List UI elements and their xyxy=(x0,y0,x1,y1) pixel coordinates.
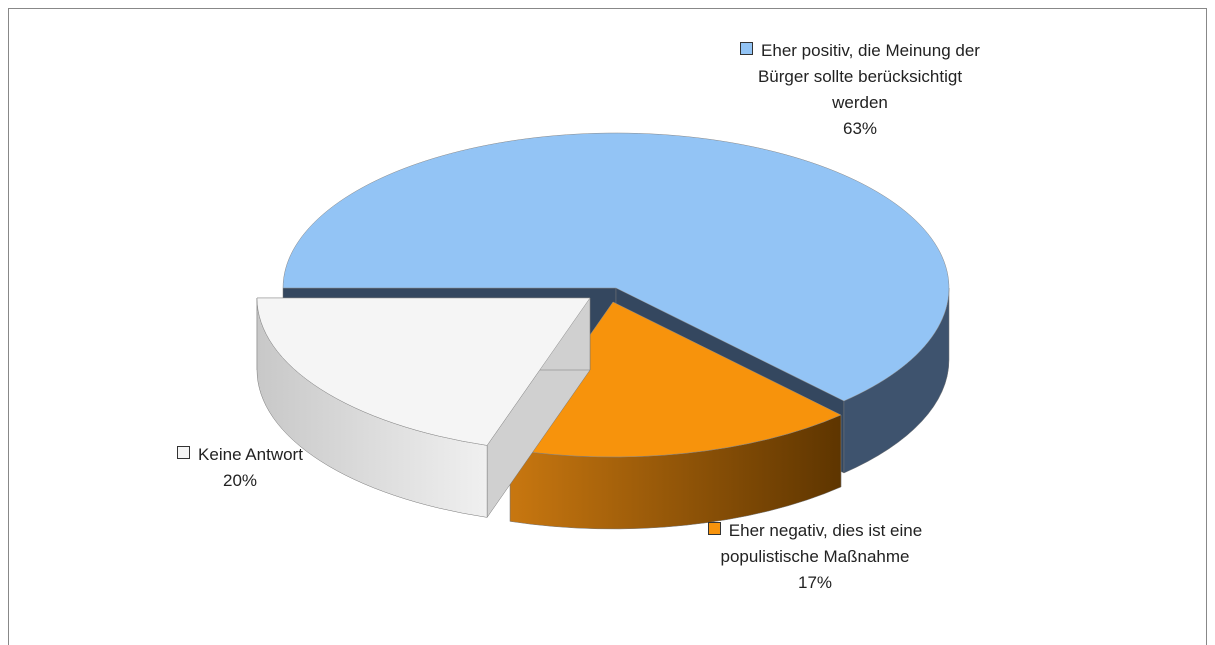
label-name: Eher positiv, die Meinung der Bürger sol… xyxy=(757,41,980,112)
label-value: 17% xyxy=(797,573,833,592)
data-label: Eher negativ, dies ist eine populistisch… xyxy=(690,518,940,596)
slice xyxy=(256,297,591,446)
legend-marker xyxy=(740,42,754,55)
frame xyxy=(8,8,1207,645)
label-value: 63% xyxy=(842,119,878,138)
data-label: Eher positiv, die Meinung der Bürger sol… xyxy=(740,38,980,142)
legend-marker xyxy=(707,522,721,535)
label-value: 20% xyxy=(222,471,258,490)
slice xyxy=(509,301,842,458)
label-name: Keine Antwort xyxy=(198,445,303,464)
data-label: Keine Antwort 20% xyxy=(140,442,340,494)
slice xyxy=(282,132,950,402)
legend-marker xyxy=(177,446,191,459)
label-name: Eher negativ, dies ist eine populistisch… xyxy=(720,521,923,566)
